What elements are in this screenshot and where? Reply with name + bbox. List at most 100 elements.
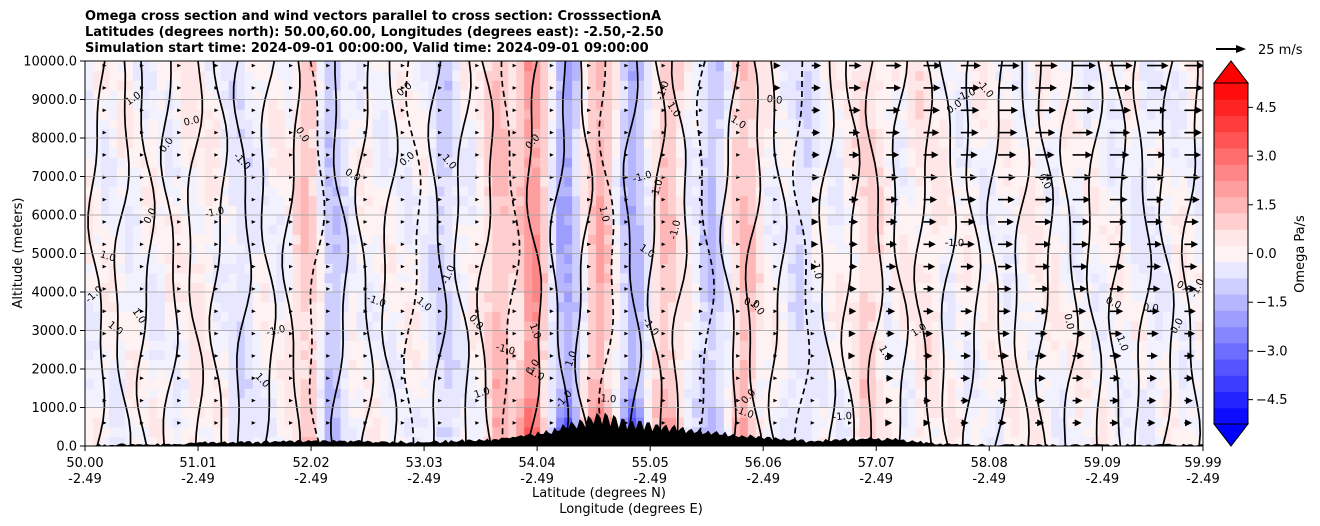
omega-cell [891, 359, 901, 370]
omega-cell [995, 253, 1004, 264]
omega-cell [236, 224, 246, 235]
omega-cell [891, 176, 901, 187]
omega-cell [651, 263, 661, 274]
omega-cell [875, 234, 885, 245]
omega-cell [675, 292, 685, 303]
omega-cell [763, 89, 773, 101]
omega-cell [228, 263, 238, 274]
omega-cell [947, 89, 957, 101]
omega-cell [675, 349, 685, 360]
omega-cell [508, 253, 517, 264]
omega-cell [332, 417, 342, 428]
omega-cell [540, 138, 549, 149]
omega-cell [108, 205, 118, 216]
omega-cell [979, 292, 988, 303]
omega-cell [899, 70, 909, 81]
omega-cell [396, 282, 406, 293]
omega-cell [508, 388, 517, 399]
omega-cell [803, 253, 813, 264]
omega-cell [284, 138, 294, 149]
omega-cell [1027, 128, 1036, 139]
omega-cell [1051, 253, 1060, 264]
omega-cell [883, 407, 893, 418]
omega-cell [116, 176, 126, 187]
omega-cell [819, 378, 829, 389]
omega-cell [1011, 426, 1020, 437]
omega-cell [675, 359, 685, 370]
omega-cell [356, 426, 366, 437]
omega-cell [979, 320, 988, 332]
omega-cell [164, 109, 174, 120]
omega-cell [252, 320, 262, 332]
omega-cell [172, 263, 182, 274]
omega-cell [308, 147, 318, 158]
omega-cell [1059, 70, 1068, 81]
omega-cell [995, 263, 1004, 274]
omega-cell [132, 234, 142, 245]
omega-cell [644, 234, 653, 245]
omega-cell [771, 224, 781, 235]
omega-cell [859, 282, 869, 293]
omega-cell [428, 292, 437, 303]
omega-cell [340, 301, 350, 312]
omega-cell [452, 234, 461, 245]
omega-cell [899, 118, 909, 129]
omega-cell [588, 282, 597, 293]
omega-cell [715, 80, 725, 91]
omega-cell [108, 349, 118, 360]
omega-cell [540, 359, 549, 370]
omega-cell [148, 292, 158, 303]
omega-cell [148, 243, 158, 255]
omega-cell [292, 224, 302, 235]
omega-cell [540, 311, 549, 322]
omega-cell [979, 128, 988, 139]
omega-cell [923, 147, 933, 158]
omega-cell [1067, 282, 1076, 293]
omega-cell [148, 157, 158, 168]
title-line-3: Simulation start time: 2024-09-01 00:00:… [85, 41, 649, 56]
omega-cell [428, 138, 437, 149]
omega-cell [1051, 378, 1060, 389]
omega-cell [636, 195, 645, 206]
omega-cell [452, 253, 461, 264]
omega-cell [548, 166, 557, 178]
omega-cell [444, 282, 453, 293]
omega-cell [572, 263, 581, 274]
omega-cell [779, 282, 789, 293]
omega-cell [444, 224, 453, 235]
omega-cell [1043, 138, 1052, 149]
omega-cell [1067, 118, 1076, 129]
omega-cell [811, 166, 821, 178]
omega-cell [604, 340, 613, 351]
omega-cell [620, 61, 629, 72]
omega-cell [524, 61, 533, 72]
omega-cell [452, 378, 461, 389]
omega-cell [875, 397, 885, 409]
omega-cell [404, 349, 414, 360]
omega-cell [1059, 61, 1068, 72]
omega-cell [771, 359, 781, 370]
omega-cell [883, 205, 893, 216]
omega-cell [156, 311, 166, 322]
omega-cell [100, 282, 110, 293]
omega-cell [356, 397, 366, 409]
omega-cell [276, 109, 286, 120]
plot-area: 0.0 -1.01.00.0-1.01.00.0-1.01.00.0-1.01.0… [85, 60, 1203, 447]
omega-cell [468, 272, 477, 283]
omega-cell [715, 263, 725, 274]
omega-cell [691, 272, 701, 283]
omega-cell [675, 407, 685, 418]
omega-cell [1019, 407, 1028, 418]
omega-cell [907, 320, 917, 332]
omega-cell [332, 301, 342, 312]
omega-cell [675, 272, 685, 283]
omega-cell [596, 311, 605, 322]
omega-cell [244, 157, 254, 168]
omega-cell [675, 320, 685, 332]
omega-cell [252, 397, 262, 409]
omega-cell [148, 205, 158, 216]
omega-cell [1027, 397, 1036, 409]
omega-cell [699, 292, 709, 303]
omega-cell [747, 147, 757, 158]
omega-cell [156, 320, 166, 332]
